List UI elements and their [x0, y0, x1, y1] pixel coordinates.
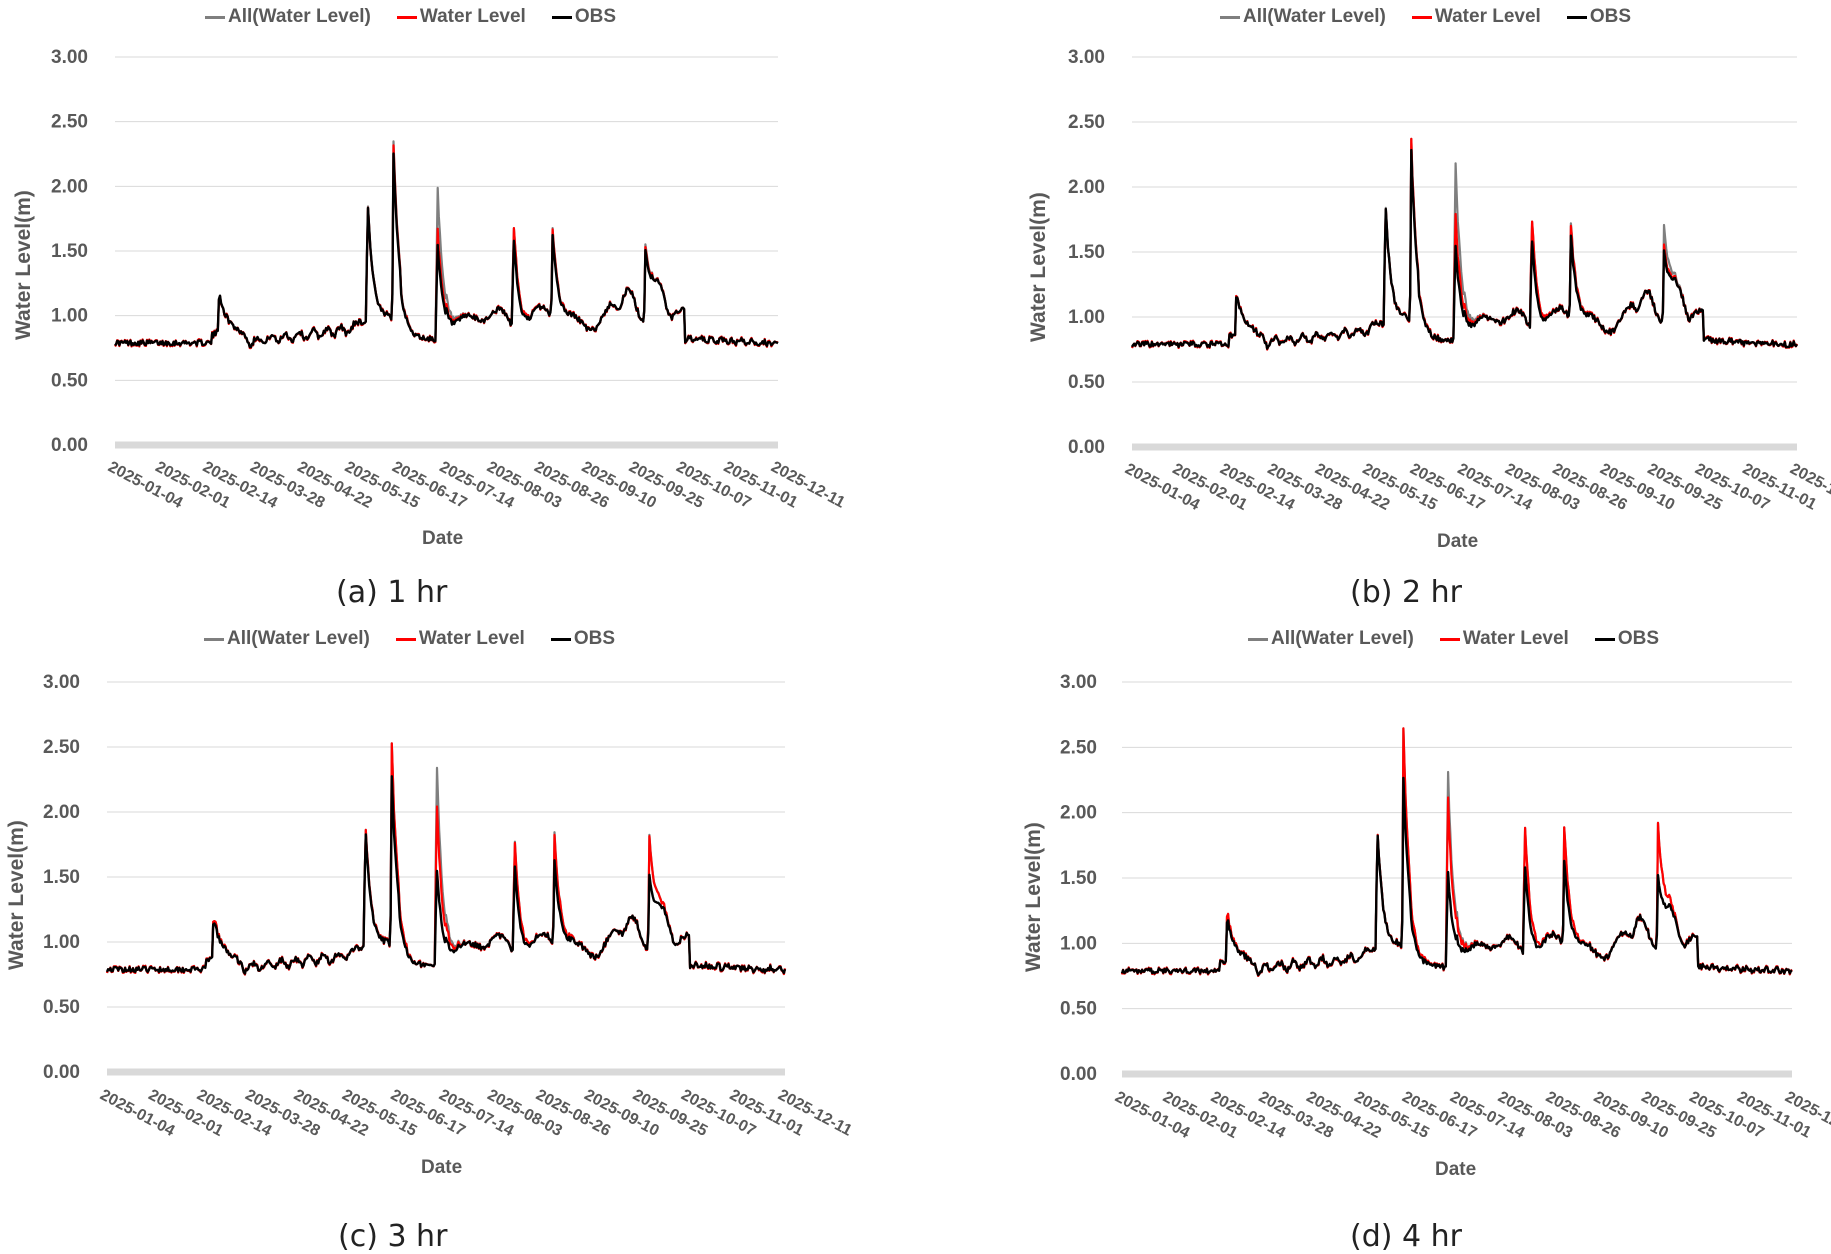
y-tick-label: 0.00: [43, 1062, 80, 1083]
y-tick-label: 0.50: [43, 997, 80, 1018]
y-axis-label: Water Level(m): [12, 190, 35, 340]
x-axis-label: Date: [1437, 531, 1479, 552]
legend-swatch: [396, 15, 417, 19]
legend-label: OBS: [1617, 628, 1660, 649]
legend-item: OBS: [1594, 628, 1660, 650]
chart-legend: All(Water Level) Water Level OBS: [1248, 628, 1659, 650]
y-tick-label: 2.00: [1068, 177, 1105, 198]
legend-swatch: [1566, 15, 1587, 19]
x-axis-label: Date: [422, 528, 464, 549]
panel-caption: (d) 4 hr: [1350, 1219, 1462, 1254]
legend-item: Water Level: [1439, 628, 1569, 650]
line-chart: 0.000.501.001.502.002.503.002025-01-0420…: [51, 47, 848, 512]
y-axis-label: Water Level(m): [5, 820, 28, 970]
series-obs: [114, 152, 779, 349]
y-tick-label: 1.00: [1060, 933, 1097, 954]
y-tick-label: 2.00: [1060, 803, 1097, 824]
series-water-level: [1130, 137, 1799, 351]
line-chart: 0.000.501.001.502.002.503.002025-01-0420…: [1060, 672, 1831, 1142]
chart-panel-a: All(Water Level) Water Level OBS 0.00 0.50 1.…: [0, 0, 848, 611]
y-tick-label: 1.50: [1068, 242, 1105, 263]
legend-label: OBS: [1589, 6, 1632, 27]
y-tick-label: 3.00: [43, 672, 80, 693]
panel-caption: (a) 1 hr: [336, 575, 448, 610]
y-tick-label: 3.00: [1068, 47, 1105, 68]
legend-swatch: [204, 637, 224, 641]
series-water-level: [114, 144, 779, 350]
legend-label: OBS: [574, 6, 617, 27]
y-tick-label: 0.00: [1060, 1064, 1097, 1085]
series-obs: [105, 775, 787, 975]
y-tick-label: 0.50: [1068, 372, 1105, 393]
y-tick-label: 0.00: [51, 435, 88, 456]
legend-label: Water Level: [418, 628, 525, 649]
legend-label: All(Water Level): [1243, 6, 1386, 27]
y-axis-label: Water Level(m): [1027, 192, 1050, 342]
chart-panel-c: All(Water Level) Water Level OBS 0.00 0.50 1.…: [0, 622, 855, 1254]
legend-item: All(Water Level): [205, 6, 371, 28]
legend-swatch: [395, 637, 416, 641]
legend-item: OBS: [551, 6, 617, 28]
y-tick-label: 0.50: [1060, 999, 1097, 1020]
series-all-water-level: [114, 140, 779, 350]
legend-swatch: [205, 15, 225, 19]
y-tick-label: 2.50: [1060, 737, 1097, 758]
y-tick-label: 2.50: [51, 112, 88, 133]
legend-swatch: [1248, 637, 1268, 641]
legend-swatch: [550, 637, 571, 641]
legend-item: Water Level: [395, 628, 525, 650]
series-obs: [1130, 148, 1798, 350]
legend-item: All(Water Level): [1220, 6, 1386, 28]
legend-item: All(Water Level): [204, 628, 370, 650]
chart-legend: All(Water Level) Water Level OBS: [205, 6, 616, 28]
x-axis-label: Date: [421, 1157, 463, 1178]
chart-legend: All(Water Level) Water Level OBS: [1220, 6, 1631, 28]
legend-item: All(Water Level): [1248, 628, 1414, 650]
x-axis-label: Date: [1435, 1159, 1477, 1180]
series-all-water-level: [1130, 137, 1799, 351]
y-tick-label: 0.00: [1068, 437, 1105, 458]
y-tick-label: 3.00: [1060, 672, 1097, 693]
legend-label: All(Water Level): [228, 6, 371, 27]
panel-caption: (c) 3 hr: [338, 1219, 448, 1254]
legend-swatch: [1220, 15, 1240, 19]
y-tick-label: 1.50: [1060, 868, 1097, 889]
legend-label: All(Water Level): [227, 628, 370, 649]
legend-item: OBS: [1566, 6, 1632, 28]
legend-label: Water Level: [419, 6, 526, 27]
chart-legend: All(Water Level) Water Level OBS: [204, 628, 615, 650]
legend-item: OBS: [550, 628, 616, 650]
y-tick-label: 1.50: [51, 241, 88, 262]
legend-item: Water Level: [1411, 6, 1541, 28]
legend-label: Water Level: [1434, 6, 1541, 27]
legend-item: Water Level: [396, 6, 526, 28]
legend-label: Water Level: [1462, 628, 1569, 649]
y-tick-label: 1.50: [43, 867, 80, 888]
y-tick-label: 2.50: [43, 737, 80, 758]
legend-label: All(Water Level): [1271, 628, 1414, 649]
line-chart: 0.000.501.001.502.002.503.002025-01-0420…: [43, 672, 855, 1140]
legend-swatch: [1594, 637, 1615, 641]
legend-swatch: [1439, 637, 1460, 641]
chart-panel-b: All(Water Level) Water Level OBS 0.00 0.50 1.…: [1007, 0, 1831, 611]
y-tick-label: 2.00: [43, 802, 80, 823]
legend-swatch: [551, 15, 572, 19]
legend-swatch: [1411, 15, 1432, 19]
y-tick-label: 3.00: [51, 47, 88, 68]
y-tick-label: 2.50: [1068, 112, 1105, 133]
y-tick-label: 1.00: [1068, 307, 1105, 328]
legend-label: OBS: [573, 628, 616, 649]
y-tick-label: 2.00: [51, 176, 88, 197]
y-tick-label: 0.50: [51, 370, 88, 391]
y-axis-label: Water Level(m): [1022, 822, 1045, 972]
line-chart: 0.000.501.001.502.002.503.002025-01-0420…: [1068, 47, 1831, 514]
chart-panel-d: All(Water Level) Water Level OBS 0.00 0.50 1.…: [1007, 622, 1831, 1254]
y-tick-label: 1.00: [43, 932, 80, 953]
series-obs: [1120, 776, 1793, 977]
panel-caption: (b) 2 hr: [1350, 575, 1462, 610]
y-tick-label: 1.00: [51, 306, 88, 327]
